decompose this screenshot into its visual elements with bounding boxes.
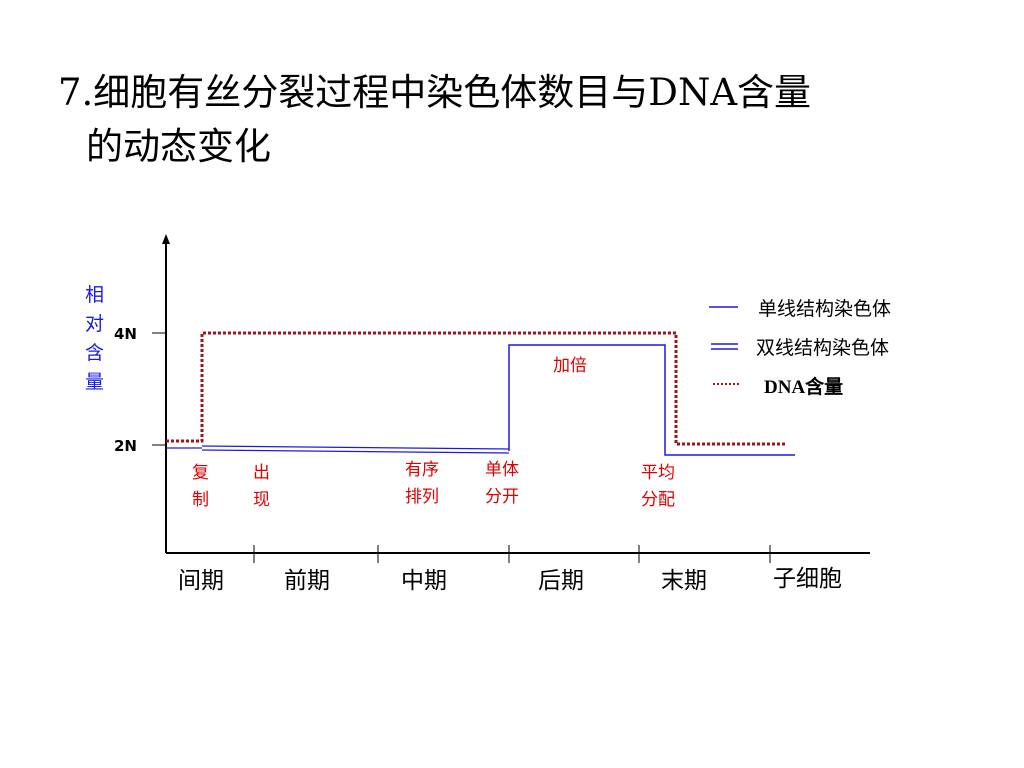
phase-label-interphase: 间期 <box>178 568 224 594</box>
y-axis-label-char: 含 <box>85 342 104 364</box>
phase-dividers <box>253 545 771 563</box>
annotation-separate: 分开 <box>485 487 519 507</box>
y-axis-arrow <box>162 234 170 244</box>
annotation-appear: 出 <box>253 463 270 483</box>
phase-label-metaphase: 中期 <box>401 568 447 594</box>
annotation-separate: 单体 <box>485 460 519 480</box>
annotation-replicate: 复 <box>192 463 209 483</box>
annotation-double: 加倍 <box>553 356 587 376</box>
phase-label-prophase: 前期 <box>284 568 330 594</box>
annotation-distribute: 分配 <box>641 490 675 510</box>
legend: 单线结构染色体 双线结构染色体 DNA含量 <box>709 298 891 398</box>
tick-label-4n: 4N <box>114 325 137 343</box>
annotation-arrange: 排列 <box>405 487 439 507</box>
legend-double-line-label: 双线结构染色体 <box>756 337 889 359</box>
dna-content-line <box>166 331 786 446</box>
annotation-replicate: 制 <box>192 490 209 510</box>
double-chromosome-line-top <box>201 445 510 450</box>
page-title: 7.细胞有丝分裂过程中染色体数目与DNA含量 的动态变化 <box>58 66 998 174</box>
y-axis-label-char: 相 <box>85 284 104 306</box>
annotation-appear: 现 <box>253 490 270 510</box>
double-chromosome-line-bottom <box>201 449 510 454</box>
annotation-arrange: 有序 <box>405 460 439 480</box>
phase-label-daughter-cells: 子细胞 <box>773 566 842 592</box>
annotation-distribute: 平均 <box>641 463 675 483</box>
title-line-1: 7.细胞有丝分裂过程中染色体数目与DNA含量 <box>58 71 812 114</box>
phase-label-anaphase: 后期 <box>538 568 584 594</box>
legend-dna-label: DNA含量 <box>764 375 843 398</box>
y-axis-label-char: 量 <box>85 371 104 393</box>
phase-label-telophase: 末期 <box>661 568 707 594</box>
title-line-2: 的动态变化 <box>86 125 271 168</box>
y-axis-label: 相 对 含 量 <box>85 284 104 393</box>
y-axis-label-char: 对 <box>85 313 104 335</box>
legend-single-line-label: 单线结构染色体 <box>758 298 891 320</box>
tick-label-2n: 2N <box>114 437 137 455</box>
single-chromosome-line <box>508 344 795 456</box>
